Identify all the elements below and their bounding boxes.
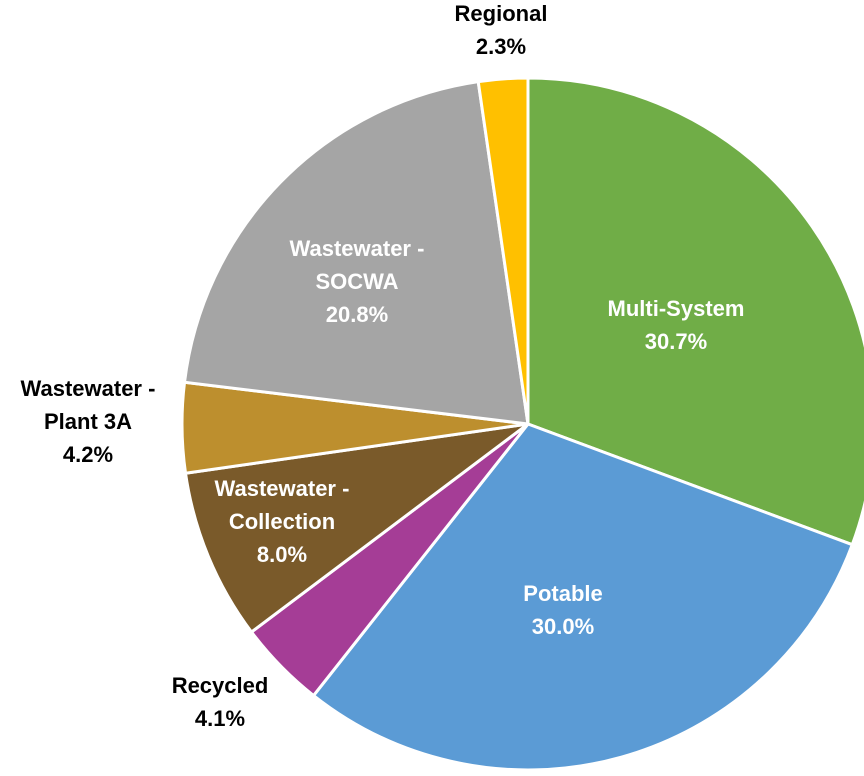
data-label-category: Wastewater - bbox=[290, 236, 425, 261]
data-label-wastewater-collection: Wastewater - Collection 8.0% bbox=[215, 476, 350, 567]
data-label-value: 8.0% bbox=[257, 542, 307, 567]
data-label-value: 30.7% bbox=[645, 329, 707, 354]
data-label-value: 2.3% bbox=[476, 34, 526, 59]
data-label-category: Collection bbox=[229, 509, 335, 534]
data-label-regional: Regional 2.3% bbox=[455, 1, 548, 59]
data-label-value: 4.1% bbox=[195, 706, 245, 731]
data-label-category: Recycled bbox=[172, 673, 269, 698]
data-label-category: Multi-System bbox=[608, 296, 745, 321]
data-label-recycled: Recycled 4.1% bbox=[172, 673, 269, 731]
data-label-potable: Potable 30.0% bbox=[523, 581, 602, 639]
data-label-value: 30.0% bbox=[532, 614, 594, 639]
pie-slice-wastewater-socwa bbox=[183, 80, 530, 426]
data-label-category: SOCWA bbox=[315, 269, 398, 294]
data-label-value: 4.2% bbox=[63, 442, 113, 467]
pie-slices bbox=[180, 76, 864, 772]
data-label-value: 20.8% bbox=[326, 302, 388, 327]
pie-slice-wastewater-collection bbox=[184, 422, 530, 634]
pie-slice-multi-system bbox=[526, 76, 864, 547]
data-label-multi-system: Multi-System 30.7% bbox=[608, 296, 745, 354]
pie-slice-potable bbox=[312, 422, 854, 772]
data-label-wastewater-socwa: Wastewater - SOCWA 20.8% bbox=[290, 236, 425, 327]
pie-slice-regional bbox=[476, 76, 530, 426]
data-label-category: Wastewater - bbox=[215, 476, 350, 501]
pie-labels: Multi-System 30.7% Potable 30.0% Recycled 4.1… bbox=[21, 1, 745, 731]
data-label-category: Wastewater - bbox=[21, 376, 156, 401]
data-label-wastewater-plant-3a: Wastewater - Plant 3A 4.2% bbox=[21, 376, 156, 467]
data-label-category: Plant 3A bbox=[44, 409, 132, 434]
data-label-category: Regional bbox=[455, 1, 548, 26]
data-label-category: Potable bbox=[523, 581, 602, 606]
